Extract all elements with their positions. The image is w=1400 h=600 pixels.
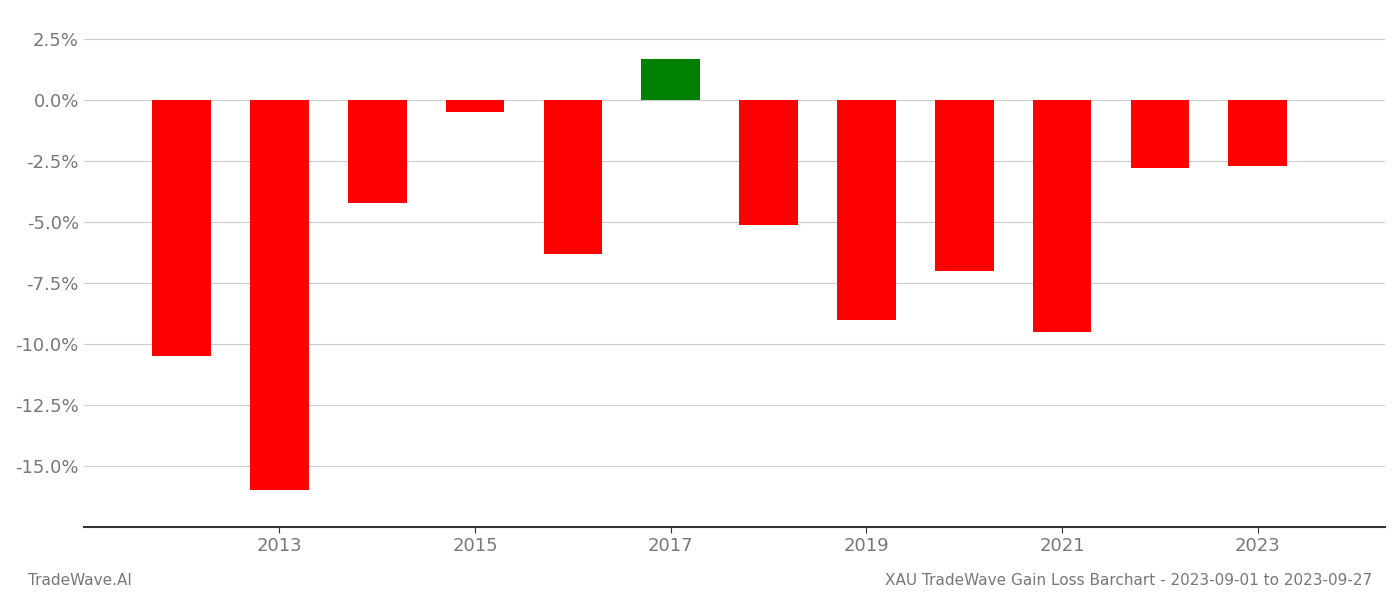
Bar [739, 100, 798, 224]
Text: TradeWave.AI: TradeWave.AI [28, 573, 132, 588]
Bar [445, 100, 504, 112]
Bar [935, 100, 994, 271]
Bar [251, 100, 308, 490]
Bar [153, 100, 211, 356]
Bar [1131, 100, 1190, 169]
Bar [543, 100, 602, 254]
Bar [1033, 100, 1092, 332]
Bar [347, 100, 406, 203]
Text: XAU TradeWave Gain Loss Barchart - 2023-09-01 to 2023-09-27: XAU TradeWave Gain Loss Barchart - 2023-… [885, 573, 1372, 588]
Bar [641, 59, 700, 100]
Bar [837, 100, 896, 320]
Bar [1228, 100, 1287, 166]
